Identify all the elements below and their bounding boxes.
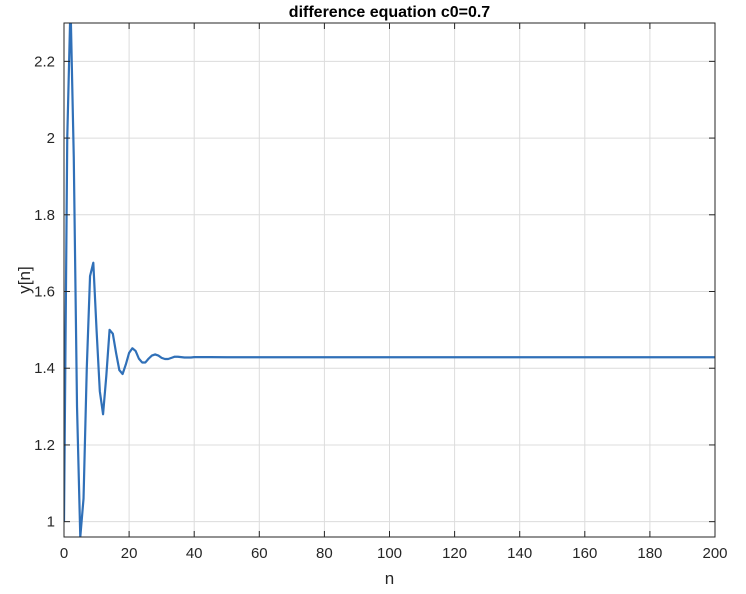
- chart-title: difference equation c0=0.7: [289, 4, 491, 21]
- y-tick-label: 1.6: [34, 284, 55, 301]
- y-tick-label: 1.2: [34, 437, 55, 454]
- x-tick-label: 80: [316, 545, 333, 562]
- x-axis-label: n: [385, 569, 394, 588]
- x-tick-label: 20: [121, 545, 138, 562]
- grid: [64, 23, 715, 537]
- y-axis-label: y[n]: [15, 266, 34, 293]
- x-tick-label: 140: [507, 545, 532, 562]
- y-tick-labels: 1 1.2 1.4 1.6 1.8 2 2.2: [34, 53, 55, 530]
- x-tick-label: 200: [702, 545, 727, 562]
- x-tick-labels: 0 20 40 60 80 100 120 140 160 180 200: [60, 545, 728, 562]
- x-tick-label: 100: [377, 545, 402, 562]
- x-tick-label: 180: [637, 545, 662, 562]
- x-tick-label: 40: [186, 545, 203, 562]
- y-tick-label: 2: [47, 130, 55, 147]
- x-tick-label: 0: [60, 545, 68, 562]
- x-tick-label: 160: [572, 545, 597, 562]
- y-tick-label: 1: [47, 514, 55, 531]
- series-line: [64, 23, 715, 537]
- tick-marks: [63, 23, 716, 537]
- y-tick-label: 1.4: [34, 360, 55, 377]
- x-tick-label: 60: [251, 545, 268, 562]
- y-tick-label: 1.8: [34, 207, 55, 224]
- x-tick-label: 120: [442, 545, 467, 562]
- y-tick-label: 2.2: [34, 53, 55, 70]
- series-group: [64, 23, 715, 537]
